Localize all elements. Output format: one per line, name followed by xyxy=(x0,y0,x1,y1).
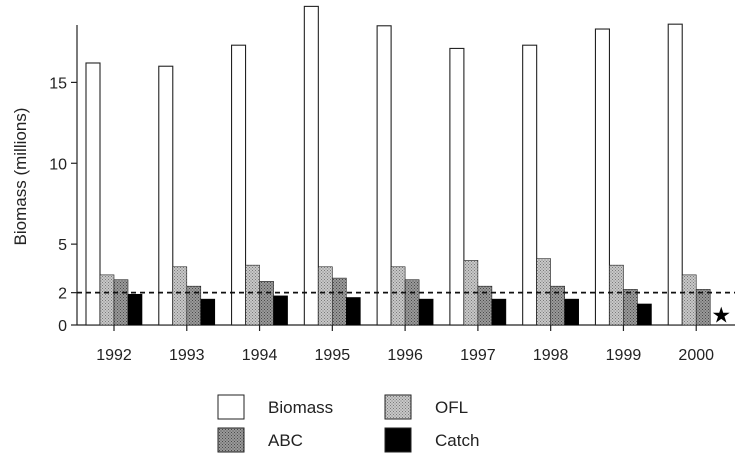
x-tick-label-1995: 1995 xyxy=(315,347,351,364)
x-tick-label-1993: 1993 xyxy=(169,347,205,364)
y-tick-label: 10 xyxy=(49,156,67,173)
bar-abc-1995 xyxy=(332,277,347,326)
legend-label-catch: Catch xyxy=(435,431,479,450)
x-tick-label-1999: 1999 xyxy=(606,347,642,364)
y-tick-label: 2 xyxy=(58,286,67,303)
legend-label-ofl: OFL xyxy=(435,398,468,417)
axes: 0 2 5 10 15 1992 1993 1994 1995 1996 1997 1998 1999 2… xyxy=(49,25,735,364)
legend-swatch-ofl xyxy=(384,394,412,420)
x-tick-label-1997: 1997 xyxy=(460,347,496,364)
y-axis-title-group: Biomass (millions) xyxy=(11,108,30,246)
x-tick-label-1996: 1996 xyxy=(387,347,423,364)
bar-catch-1996 xyxy=(418,298,434,326)
legend-swatch-biomass xyxy=(217,394,245,420)
bar-biomass-1995 xyxy=(303,5,319,326)
bar-ofl-1995 xyxy=(318,266,333,326)
x-tick-label-1992: 1992 xyxy=(96,347,132,364)
bar-catch-1998 xyxy=(564,298,579,326)
bar-ofl-1994 xyxy=(245,264,260,326)
bar-abc-1992 xyxy=(113,279,129,326)
legend: Biomass OFL ABC Catch xyxy=(217,394,479,453)
bar-abc-1994 xyxy=(259,281,274,326)
bar-ofl-1993 xyxy=(172,266,188,326)
bar-catch-1999 xyxy=(637,303,652,326)
bar-catch-1997 xyxy=(491,298,507,326)
bar-catch-1992 xyxy=(127,293,143,326)
bar-ofl-1992 xyxy=(99,274,115,326)
bar-catch-1994 xyxy=(273,295,288,326)
x-tick-label-2000: 2000 xyxy=(678,347,714,364)
bar-ofl-1999 xyxy=(609,264,624,326)
bar-catch-1993 xyxy=(200,298,216,326)
bars xyxy=(85,5,711,326)
bar-abc-2000 xyxy=(695,289,711,326)
y-tick-label: 15 xyxy=(49,75,67,92)
bar-abc-1996 xyxy=(404,279,420,326)
legend-swatch-catch xyxy=(384,427,412,453)
bar-catch-1995 xyxy=(346,297,361,326)
bar-biomass-1997 xyxy=(449,47,465,326)
legend-swatch-abc xyxy=(217,427,245,453)
y-tick-label: 5 xyxy=(58,237,67,254)
bar-biomass-1996 xyxy=(376,25,392,326)
bar-biomass-2000 xyxy=(667,23,683,326)
bar-biomass-1998 xyxy=(522,44,538,326)
bar-biomass-1994 xyxy=(231,44,247,326)
x-tick-label-1998: 1998 xyxy=(533,347,569,364)
bar-biomass-1992 xyxy=(85,62,101,326)
legend-label-abc: ABC xyxy=(268,431,303,450)
annotations: ★ xyxy=(711,304,731,329)
star-icon: ★ xyxy=(711,304,731,329)
bar-ofl-1996 xyxy=(390,266,406,326)
bar-ofl-2000 xyxy=(681,274,697,326)
y-axis-title: Biomass (millions) xyxy=(11,108,30,246)
x-tick-label-1994: 1994 xyxy=(242,347,278,364)
y-tick-label: 0 xyxy=(58,318,67,335)
bar-biomass-1993 xyxy=(158,65,174,326)
legend-label-biomass: Biomass xyxy=(268,398,333,417)
bar-abc-1999 xyxy=(623,289,638,326)
bar-biomass-1999 xyxy=(594,28,610,326)
